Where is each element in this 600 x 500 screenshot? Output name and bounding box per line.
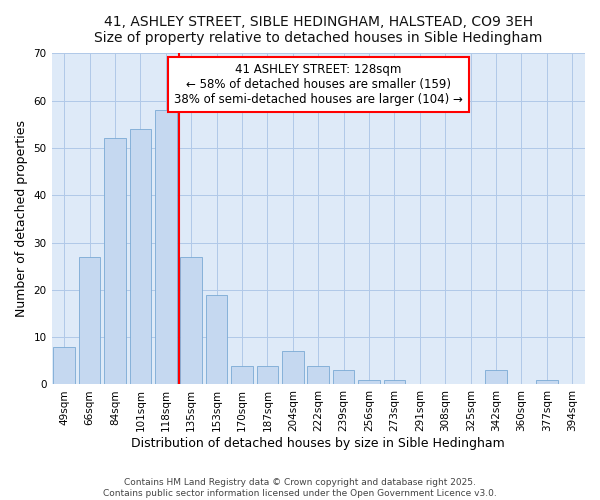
Bar (79, 256, 100, 384)
Bar (231, 366, 253, 384)
Y-axis label: Number of detached properties: Number of detached properties (15, 120, 28, 318)
Bar (130, 129, 151, 384)
Bar (104, 138, 126, 384)
Bar (485, 370, 507, 384)
Bar (282, 352, 304, 384)
Bar (257, 366, 278, 384)
Text: 41 ASHLEY STREET: 128sqm
← 58% of detached houses are smaller (159)
38% of semi-: 41 ASHLEY STREET: 128sqm ← 58% of detach… (174, 63, 463, 106)
Bar (358, 380, 380, 384)
Bar (383, 380, 405, 384)
Bar (53, 346, 75, 385)
Bar (536, 380, 557, 384)
Bar (307, 366, 329, 384)
Title: 41, ASHLEY STREET, SIBLE HEDINGHAM, HALSTEAD, CO9 3EH
Size of property relative : 41, ASHLEY STREET, SIBLE HEDINGHAM, HALS… (94, 15, 542, 45)
Bar (333, 370, 355, 384)
Bar (206, 294, 227, 384)
X-axis label: Distribution of detached houses by size in Sible Hedingham: Distribution of detached houses by size … (131, 437, 505, 450)
Text: Contains HM Land Registry data © Crown copyright and database right 2025.
Contai: Contains HM Land Registry data © Crown c… (103, 478, 497, 498)
Bar (155, 110, 176, 384)
Bar (181, 256, 202, 384)
